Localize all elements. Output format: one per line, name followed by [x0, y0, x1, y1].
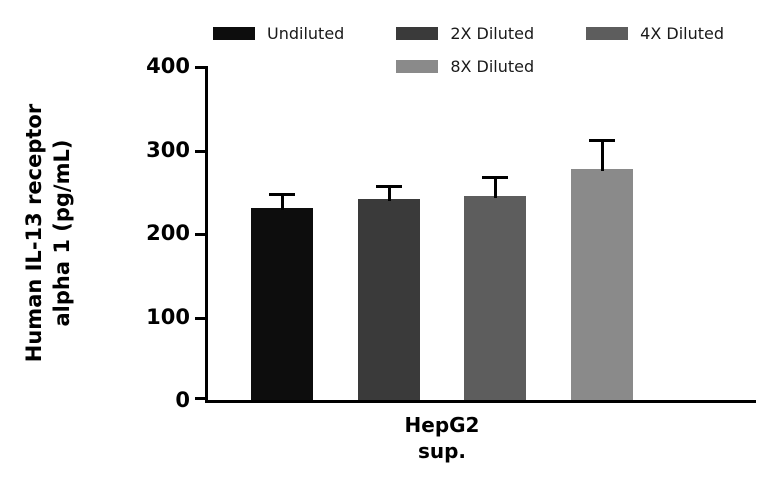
plot-area: HepG2 sup. 0 100 200 300 400	[146, 54, 756, 463]
y-tick-mark	[195, 66, 205, 69]
x-axis-label: HepG2 sup.	[405, 412, 480, 464]
error-bar-line	[280, 192, 284, 210]
y-tick-label: 0	[175, 388, 190, 412]
error-bar-line	[493, 176, 497, 199]
bar-4x-diluted	[464, 196, 526, 400]
x-axis-label-line1: HepG2	[404, 413, 480, 437]
legend-swatch-4x-diluted	[586, 27, 629, 40]
legend-label: 2X Diluted	[450, 24, 535, 43]
y-tick-mark	[195, 316, 205, 320]
legend-item-8x-diluted: 8X Diluted	[396, 57, 534, 76]
x-axis-label-line2: sup.	[417, 439, 467, 463]
y-axis-title-box: Human IL-13 receptor alpha 1 (pg/mL)	[0, 66, 96, 400]
y-tick-mark	[195, 233, 205, 236]
error-bar-line	[387, 185, 391, 201]
legend-item-undiluted: Undiluted	[213, 24, 344, 43]
y-axis-title-line1: Human IL-13 receptor	[22, 103, 46, 363]
error-bar-cap	[589, 139, 615, 143]
y-tick-mark	[195, 397, 205, 400]
y-tick-mark	[195, 149, 205, 153]
y-axis-title-line2: alpha 1 (pg/mL)	[50, 139, 74, 327]
legend-swatch-8x-diluted	[396, 60, 439, 73]
error-bar-cap	[269, 192, 295, 196]
legend-label: 8X Diluted	[450, 57, 535, 76]
legend-swatch-2x-diluted	[396, 27, 439, 40]
y-tick-label: 200	[146, 221, 190, 245]
bar-2x-diluted	[358, 198, 420, 400]
bar-8x-diluted	[571, 168, 633, 400]
legend-label: 4X Diluted	[640, 24, 725, 43]
legend-label: Undiluted	[267, 24, 345, 43]
legend-swatch-undiluted	[213, 27, 255, 40]
error-bar-cap	[482, 176, 508, 180]
error-bar-line	[600, 139, 604, 171]
legend: Undiluted 2X Diluted 4X Diluted 8X Dilut…	[213, 24, 724, 76]
y-axis-title: Human IL-13 receptor alpha 1 (pg/mL)	[20, 104, 76, 362]
legend-item-2x-diluted: 2X Diluted	[396, 24, 534, 43]
bar-undiluted	[251, 207, 313, 400]
y-tick-label: 100	[146, 304, 190, 329]
error-bar-cap	[376, 185, 402, 189]
y-tick-label: 400	[146, 54, 190, 78]
y-tick-label: 300	[146, 137, 190, 162]
legend-item-4x-diluted: 4X Diluted	[586, 24, 724, 43]
